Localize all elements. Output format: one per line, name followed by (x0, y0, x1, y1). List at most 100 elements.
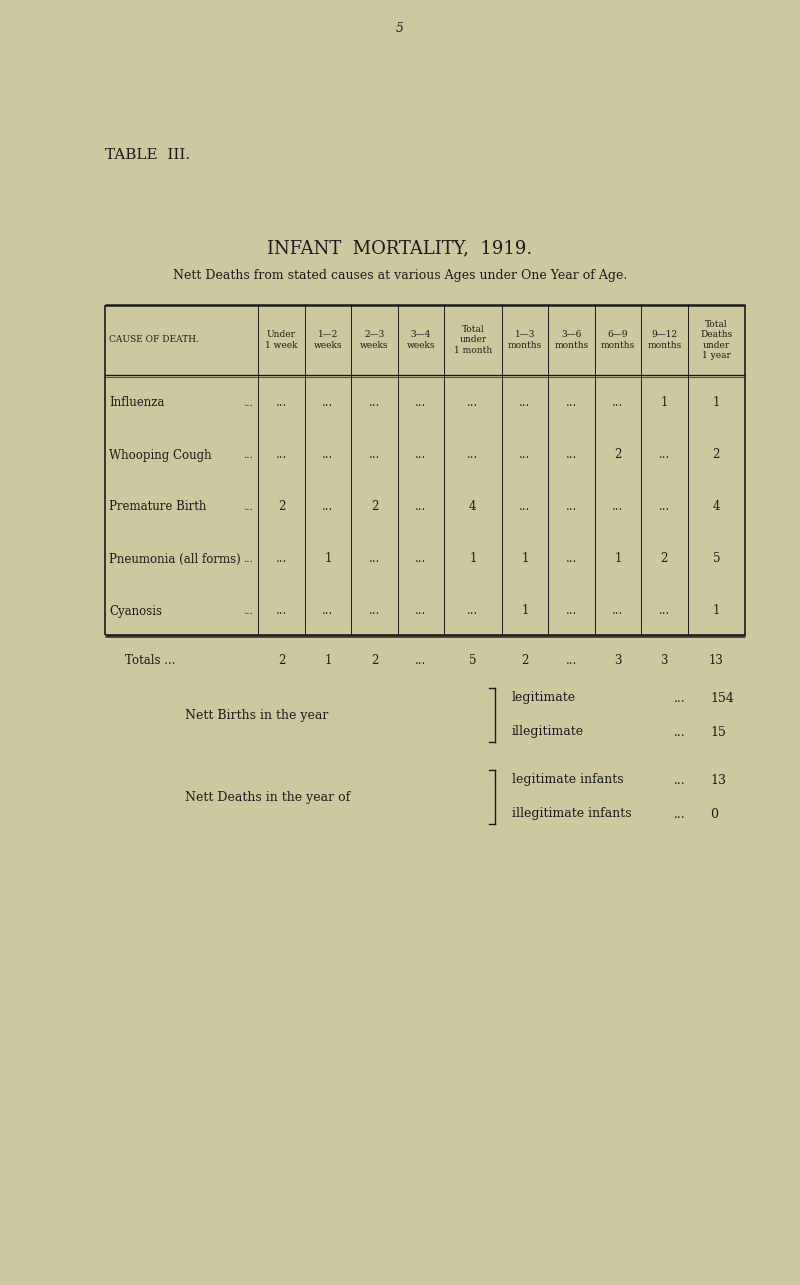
Text: INFANT  MORTALITY,  1919.: INFANT MORTALITY, 1919. (267, 239, 533, 257)
Text: 9—12
months: 9—12 months (647, 330, 682, 350)
Text: ...: ... (243, 502, 253, 511)
Text: 2: 2 (661, 553, 668, 565)
Text: 3: 3 (614, 654, 622, 667)
Text: ...: ... (276, 448, 287, 461)
Text: 1—3
months: 1—3 months (508, 330, 542, 350)
Text: ...: ... (415, 448, 426, 461)
Text: ...: ... (658, 500, 670, 514)
Text: 6—9
months: 6—9 months (601, 330, 635, 350)
Text: ...: ... (243, 607, 253, 616)
Text: 13: 13 (709, 654, 724, 667)
Text: ...: ... (519, 448, 530, 461)
Text: ...: ... (566, 553, 577, 565)
Text: ...: ... (566, 397, 577, 410)
Text: Nett Deaths in the year of: Nett Deaths in the year of (185, 790, 350, 803)
Text: Nett Births in the year: Nett Births in the year (185, 708, 328, 721)
Text: ...: ... (674, 726, 686, 739)
Text: Under
1 week: Under 1 week (265, 330, 298, 350)
Text: Totals ...: Totals ... (125, 654, 175, 667)
Text: legitimate: legitimate (512, 691, 576, 704)
Text: ...: ... (612, 397, 623, 410)
Text: ...: ... (369, 553, 380, 565)
Text: 1: 1 (324, 553, 331, 565)
Text: 2—3
weeks: 2—3 weeks (360, 330, 389, 350)
Text: ...: ... (519, 397, 530, 410)
Text: 5: 5 (713, 553, 720, 565)
Text: ...: ... (276, 604, 287, 618)
Text: 154: 154 (710, 691, 734, 704)
Text: Influenza: Influenza (109, 397, 164, 410)
Text: 1: 1 (521, 604, 529, 618)
Text: Whooping Cough: Whooping Cough (109, 448, 212, 461)
Text: 1: 1 (469, 553, 477, 565)
Text: ...: ... (519, 500, 530, 514)
Text: ...: ... (415, 654, 426, 667)
Text: ...: ... (322, 397, 334, 410)
Text: 1: 1 (713, 604, 720, 618)
Text: 4: 4 (713, 500, 720, 514)
Text: ...: ... (415, 397, 426, 410)
Text: ...: ... (322, 448, 334, 461)
Text: 1: 1 (324, 654, 331, 667)
Text: ...: ... (415, 553, 426, 565)
Text: ...: ... (243, 555, 253, 564)
Text: 1: 1 (614, 553, 622, 565)
Text: ...: ... (467, 448, 478, 461)
Text: 3—4
weeks: 3—4 weeks (406, 330, 435, 350)
Text: 0: 0 (710, 807, 718, 821)
Text: ...: ... (467, 397, 478, 410)
Text: ...: ... (369, 448, 380, 461)
Text: Total
Deaths
under
1 year: Total Deaths under 1 year (700, 320, 733, 360)
Text: ...: ... (243, 398, 253, 407)
Text: 1: 1 (521, 553, 529, 565)
Text: illegitimate infants: illegitimate infants (512, 807, 632, 821)
Text: 4: 4 (469, 500, 477, 514)
Text: ...: ... (566, 500, 577, 514)
Text: ...: ... (322, 500, 334, 514)
Text: 2: 2 (713, 448, 720, 461)
Text: ...: ... (674, 691, 686, 704)
Text: ...: ... (612, 500, 623, 514)
Text: 2: 2 (521, 654, 529, 667)
Text: 15: 15 (710, 726, 726, 739)
Text: ...: ... (369, 604, 380, 618)
Text: 1: 1 (661, 397, 668, 410)
Text: ...: ... (467, 604, 478, 618)
Text: ...: ... (658, 448, 670, 461)
Text: Nett Deaths from stated causes at various Ages under One Year of Age.: Nett Deaths from stated causes at variou… (173, 269, 627, 281)
Text: 13: 13 (710, 774, 726, 786)
Text: ...: ... (415, 604, 426, 618)
Text: Pneumonia (all forms): Pneumonia (all forms) (109, 553, 241, 565)
Text: ...: ... (369, 397, 380, 410)
Text: CAUSE OF DEATH.: CAUSE OF DEATH. (109, 335, 199, 344)
Text: ...: ... (674, 807, 686, 821)
Text: ...: ... (276, 397, 287, 410)
Text: 5: 5 (469, 654, 477, 667)
Text: ...: ... (566, 654, 577, 667)
Text: 2: 2 (278, 500, 285, 514)
Text: Premature Birth: Premature Birth (109, 500, 206, 514)
Text: 2: 2 (370, 500, 378, 514)
Text: Total
under
1 month: Total under 1 month (454, 325, 492, 355)
Text: ...: ... (566, 604, 577, 618)
Text: 1—2
weeks: 1—2 weeks (314, 330, 342, 350)
Text: ...: ... (322, 604, 334, 618)
Text: Cyanosis: Cyanosis (109, 604, 162, 618)
Text: 1: 1 (713, 397, 720, 410)
Text: 2: 2 (370, 654, 378, 667)
Text: ...: ... (658, 604, 670, 618)
Text: 2: 2 (614, 448, 622, 461)
Text: ...: ... (612, 604, 623, 618)
Text: ...: ... (566, 448, 577, 461)
Text: ...: ... (243, 451, 253, 460)
Text: legitimate infants: legitimate infants (512, 774, 624, 786)
Text: ...: ... (415, 500, 426, 514)
Text: 5: 5 (396, 22, 404, 35)
Text: ...: ... (674, 774, 686, 786)
Text: 3—6
months: 3—6 months (554, 330, 589, 350)
Text: TABLE  III.: TABLE III. (105, 148, 190, 162)
Text: 2: 2 (278, 654, 285, 667)
Text: ...: ... (276, 553, 287, 565)
Text: 3: 3 (661, 654, 668, 667)
Text: illegitimate: illegitimate (512, 726, 584, 739)
